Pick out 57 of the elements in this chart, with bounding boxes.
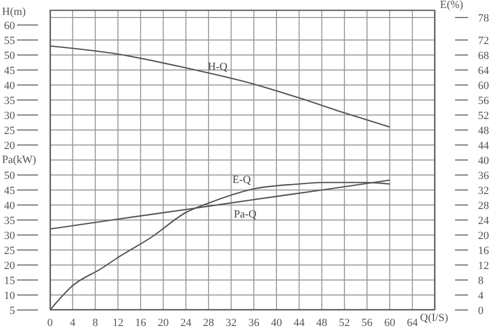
y3-tick-label: 5 <box>10 305 16 317</box>
y2-tick-label: 8 <box>478 275 484 287</box>
x-tick-label: 0 <box>47 316 54 327</box>
x-tick-label: 36 <box>248 316 260 327</box>
y-axis-title: H(m) <box>2 6 26 18</box>
series-label: H-Q <box>208 60 228 73</box>
y-tick-label: 35 <box>4 95 16 107</box>
y2-tick-label: 28 <box>478 200 490 212</box>
x-tick-label: 52 <box>338 316 350 327</box>
y-tick-label: 20 <box>4 140 16 152</box>
y2-tick-label: 72 <box>478 35 489 47</box>
y2-tick-label: 48 <box>478 125 490 137</box>
x-tick-label: 20 <box>158 316 170 327</box>
x-tick-label: 44 <box>294 316 306 327</box>
x-tick-label: 64 <box>406 316 418 327</box>
y2-tick-label: 4 <box>478 290 484 302</box>
y2-tick-label: 24 <box>478 215 490 227</box>
series-label: Pa-Q <box>234 208 257 220</box>
y2-tick-label: 44 <box>478 140 490 152</box>
y2-tick-label: 68 <box>478 50 490 62</box>
x-tick-label: 48 <box>316 316 328 327</box>
y2-tick-label: 12 <box>478 260 489 272</box>
y-tick-label: 30 <box>4 110 16 122</box>
y3-axis-title: Pa(kW) <box>2 154 36 166</box>
x-tick-label: 24 <box>180 316 192 327</box>
y2-tick-label: 20 <box>478 230 490 242</box>
y-tick-label: 25 <box>4 125 16 137</box>
series-label: E-Q <box>232 174 251 186</box>
y-tick-label: 50 <box>4 50 16 62</box>
x-tick-label: 8 <box>92 316 99 327</box>
y2-tick-label: 16 <box>478 245 490 257</box>
y2-tick-label: 78 <box>478 12 490 24</box>
x-tick-label: 60 <box>384 316 396 327</box>
y2-tick-label: 64 <box>478 65 490 77</box>
line-series <box>50 45 390 128</box>
y2-tick-label: 40 <box>478 155 490 167</box>
x-tick-label: 40 <box>270 316 282 327</box>
x-tick-label: 16 <box>135 316 147 327</box>
y3-tick-label: 15 <box>4 275 16 287</box>
y-tick-label: 55 <box>4 35 16 47</box>
y2-tick-label: 56 <box>478 95 490 107</box>
x-tick-label: 56 <box>362 316 374 327</box>
y-tick-label: 60 <box>4 20 16 32</box>
x-tick-label: 4 <box>70 316 76 327</box>
x-axis-title: Q(I/S) <box>420 312 448 324</box>
y2-tick-label: 36 <box>478 170 490 182</box>
y2-tick-label: 60 <box>478 80 490 92</box>
y2-tick-label: 32 <box>478 185 489 197</box>
x-tick-label: 28 <box>203 316 215 327</box>
y2-tick-label: 0 <box>478 305 484 317</box>
y2-tick-label: 52 <box>478 110 489 122</box>
y2-axis-title: E(%) <box>440 0 464 11</box>
y-tick-label: 40 <box>4 80 16 92</box>
x-tick-label: 12 <box>112 316 124 327</box>
x-tick-label: 32 <box>226 316 237 327</box>
y-tick-label: 45 <box>4 65 16 77</box>
y3-tick-label: 10 <box>4 290 16 302</box>
